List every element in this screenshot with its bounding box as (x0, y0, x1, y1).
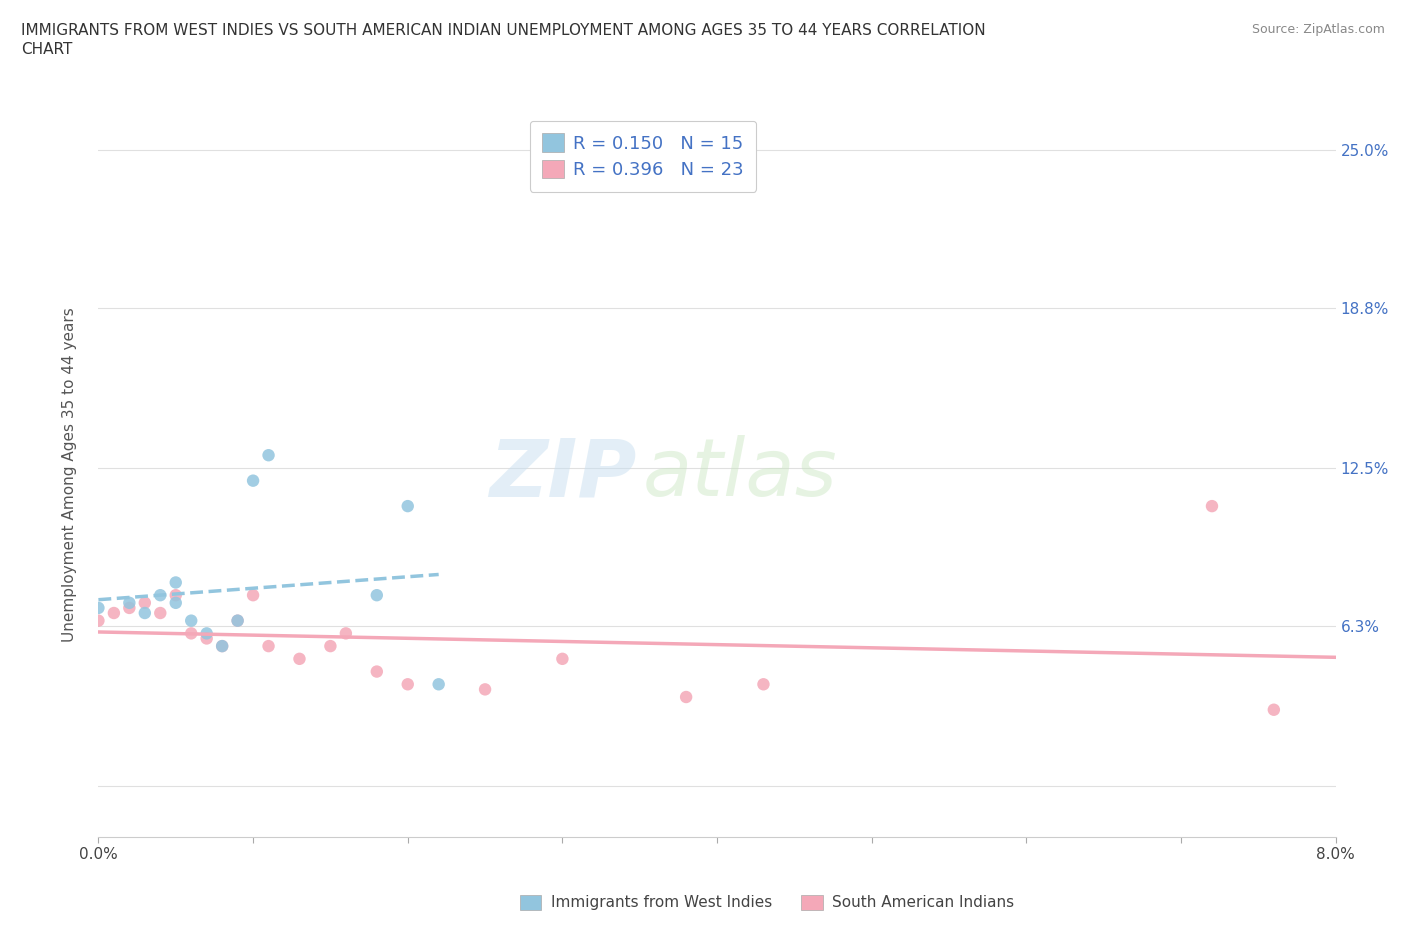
Point (149, 588, 172, 603)
Point (165, 595, 187, 610)
Point (675, 689, 697, 704)
Point (165, 575, 187, 590)
Text: IMMIGRANTS FROM WEST INDIES VS SOUTH AMERICAN INDIAN UNEMPLOYMENT AMONG AGES 35 : IMMIGRANTS FROM WEST INDIES VS SOUTH AME… (21, 23, 986, 38)
Point (134, 595, 156, 610)
Text: atlas: atlas (643, 435, 838, 513)
Point (226, 613, 249, 628)
Point (180, 613, 202, 628)
Point (226, 613, 249, 628)
Point (427, 677, 450, 692)
Text: South American Indians: South American Indians (832, 895, 1015, 910)
Point (165, 588, 187, 603)
Point (288, 651, 311, 666)
Point (752, 677, 775, 692)
Point (103, 605, 125, 620)
Point (211, 639, 233, 654)
Point (366, 664, 388, 679)
Text: Source: ZipAtlas.com: Source: ZipAtlas.com (1251, 23, 1385, 36)
Point (396, 498, 419, 513)
Point (195, 626, 218, 641)
Point (118, 601, 141, 616)
Point (1263, 702, 1285, 717)
Point (180, 626, 202, 641)
Point (211, 639, 233, 654)
Y-axis label: Unemployment Among Ages 35 to 44 years: Unemployment Among Ages 35 to 44 years (62, 307, 77, 642)
Point (335, 626, 357, 641)
Point (396, 677, 419, 692)
Point (87, 601, 110, 616)
Point (118, 595, 141, 610)
Legend: R = 0.150   N = 15, R = 0.396   N = 23: R = 0.150 N = 15, R = 0.396 N = 23 (530, 121, 756, 192)
Text: CHART: CHART (21, 42, 73, 57)
Point (474, 682, 496, 697)
Text: Immigrants from West Indies: Immigrants from West Indies (551, 895, 772, 910)
Text: ZIP: ZIP (489, 435, 637, 513)
Point (242, 588, 264, 603)
Point (242, 473, 264, 488)
Point (366, 588, 388, 603)
Point (1201, 498, 1223, 513)
Point (257, 447, 280, 462)
Point (257, 639, 280, 654)
Point (87, 613, 110, 628)
Point (319, 639, 342, 654)
Point (551, 651, 574, 666)
Point (149, 605, 172, 620)
Point (134, 605, 156, 620)
Point (195, 631, 218, 646)
